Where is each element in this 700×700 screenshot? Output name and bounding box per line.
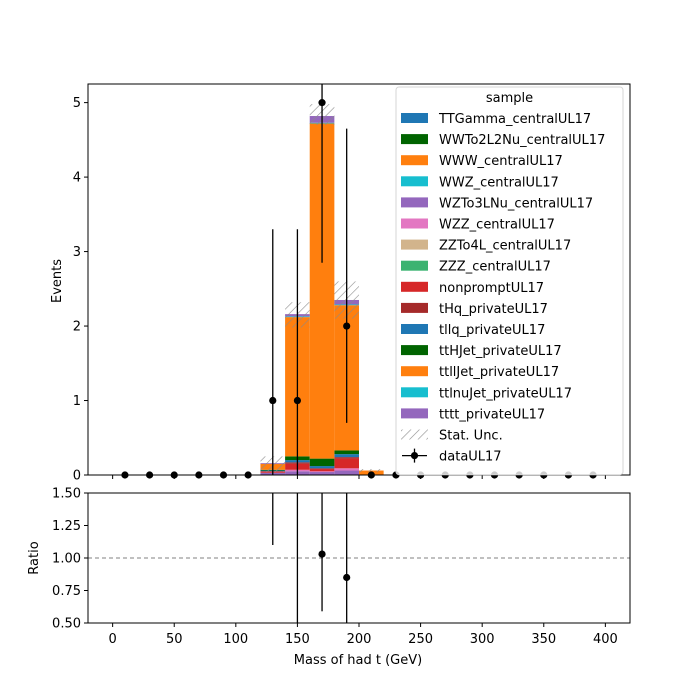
legend-swatch <box>401 113 428 123</box>
x-tick-label: 250 <box>408 632 433 647</box>
y-tick-label-ratio: 0.50 <box>52 617 81 632</box>
y-tick-label-ratio: 1.00 <box>52 552 81 567</box>
legend: sample TTGamma_centralUL17 WWTo2L2Nu_centr… <box>395 86 624 476</box>
ratio-panel: 0.50 0.75 1.00 1.25 1.50 0 50 100 150 200 250 300 35… <box>52 487 631 647</box>
x-tick-label: 100 <box>223 632 248 647</box>
x-axis-label: Mass of had t (GeV) <box>294 653 422 668</box>
legend-swatch <box>401 366 428 377</box>
bar-segment <box>309 468 335 470</box>
legend-swatch <box>401 260 428 271</box>
legend-label: Stat. Unc. <box>439 429 503 444</box>
legend-swatch <box>401 302 428 313</box>
legend-label: dataUL17 <box>439 450 502 465</box>
ratio-point <box>318 550 326 558</box>
y-tick-label-main: 5 <box>73 96 81 111</box>
y-tick-label-main: 2 <box>73 320 81 335</box>
bar-segment <box>309 466 335 469</box>
legend-label: ZZZ_centralUL17 <box>439 260 551 275</box>
bar-segment <box>309 471 335 473</box>
legend-label: TTGamma_centralUL17 <box>438 112 591 127</box>
y-axis-label-ratio: Ratio <box>27 541 42 574</box>
ratio-point <box>343 573 351 582</box>
y-tick-label-main: 4 <box>73 171 81 186</box>
x-tick-label: 150 <box>285 632 310 647</box>
y-tick-label-ratio: 1.25 <box>52 519 81 534</box>
legend-swatch <box>401 176 428 187</box>
legend-label: tHq_privateUL17 <box>439 302 548 317</box>
legend-label: ttHJet_privateUL17 <box>439 344 562 359</box>
bar-segment <box>309 458 335 467</box>
legend-swatch <box>401 218 428 229</box>
legend-label: WWTo2L2Nu_centralUL17 <box>439 133 605 148</box>
legend-label: tllq_privateUL17 <box>439 323 545 338</box>
legend-swatch <box>401 197 428 208</box>
data-point <box>318 99 326 107</box>
data-point <box>293 396 302 405</box>
ratio-axes-frame <box>87 492 631 624</box>
y-tick-label-ratio: 0.75 <box>52 584 81 599</box>
legend-label: WZZ_centralUL17 <box>439 218 555 233</box>
legend-swatch <box>401 408 428 419</box>
legend-swatch <box>401 345 428 356</box>
bar-segment <box>334 457 359 459</box>
stat-unc-band <box>359 469 384 473</box>
legend-label: ZZTo4L_centralUL17 <box>439 239 571 254</box>
legend-title: sample <box>486 91 533 106</box>
bar-segment <box>334 450 359 455</box>
legend-swatch <box>401 281 428 292</box>
legend-label: WWW_centralUL17 <box>439 154 563 169</box>
legend-label: ttllJet_privateUL17 <box>439 365 559 380</box>
legend-label: tttt_privateUL17 <box>439 407 545 422</box>
legend-label: ttlnuJet_privateUL17 <box>439 386 572 401</box>
x-tick-label: 50 <box>166 632 183 647</box>
bar-segment <box>334 458 359 469</box>
y-tick-label-ratio: 1.50 <box>52 487 81 502</box>
legend-label: nonpromptUL17 <box>439 281 544 296</box>
x-tick-label: 0 <box>108 632 116 647</box>
legend-swatch <box>401 324 428 334</box>
y-axis-label-main: Events <box>50 259 65 303</box>
legend-swatch-stat-unc <box>401 429 428 440</box>
y-tick-label-main: 0 <box>73 469 81 484</box>
x-tick-label: 400 <box>593 632 618 647</box>
legend-swatch <box>401 134 428 145</box>
bar-segment <box>309 472 335 475</box>
bar-segment <box>309 469 335 472</box>
legend-label: WZTo3LNu_centralUL17 <box>439 196 593 211</box>
main-panel: 0 1 2 3 4 5 <box>73 83 631 484</box>
y-tick-label-main: 3 <box>73 245 81 260</box>
legend-swatch <box>401 155 428 166</box>
legend-data-marker <box>410 452 419 460</box>
bar-segment <box>334 468 359 471</box>
y-tick-label-main: 1 <box>73 394 81 409</box>
legend-label: WWZ_centralUL17 <box>439 175 559 190</box>
x-tick-label: 200 <box>347 632 372 647</box>
bar-segment <box>334 454 359 458</box>
x-tick-label: 350 <box>531 632 556 647</box>
legend-swatch <box>401 387 428 398</box>
bar-segment <box>334 470 359 475</box>
x-tick-label: 300 <box>470 632 495 647</box>
data-point <box>343 322 351 330</box>
data-point <box>269 396 277 405</box>
legend-swatch <box>401 239 428 250</box>
legend-box <box>395 86 624 476</box>
